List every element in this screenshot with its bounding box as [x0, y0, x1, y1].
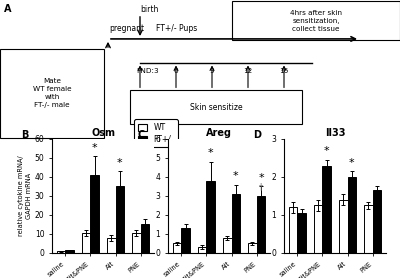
Text: *: * [233, 171, 239, 181]
Text: *: * [258, 173, 264, 183]
Y-axis label: relative cytokine mRNA/
GAPDH mRNA: relative cytokine mRNA/ GAPDH mRNA [18, 156, 32, 236]
Bar [57, 251, 66, 253]
Text: *: * [208, 148, 214, 158]
Bar [107, 238, 116, 253]
Text: 9: 9 [210, 68, 214, 74]
Text: C: C [138, 130, 145, 140]
Bar [314, 205, 322, 253]
Text: Mate
WT female
with
FT-/- male: Mate WT female with FT-/- male [33, 78, 71, 108]
Bar [198, 247, 206, 253]
Bar [116, 187, 124, 253]
Bar [82, 233, 90, 253]
Text: *: * [117, 158, 123, 168]
Text: A: A [4, 4, 12, 14]
Text: †: † [259, 182, 264, 191]
Text: *: * [324, 147, 330, 157]
Text: *: * [92, 143, 98, 153]
Text: 6: 6 [174, 68, 178, 74]
Title: Areg: Areg [206, 128, 232, 138]
Bar [173, 244, 182, 253]
Bar [256, 196, 265, 253]
Bar [298, 213, 306, 253]
Title: Osm: Osm [91, 128, 115, 138]
Text: pregnant: pregnant [109, 24, 144, 33]
Bar [348, 177, 356, 253]
Bar [364, 205, 372, 253]
Text: Skin sensitize: Skin sensitize [190, 103, 242, 111]
Bar [90, 175, 99, 253]
Text: FT+/- Pups: FT+/- Pups [156, 24, 197, 33]
Text: B: B [22, 130, 29, 140]
Text: 16: 16 [279, 68, 289, 74]
Bar [289, 207, 298, 253]
Bar [66, 250, 74, 253]
Bar [232, 194, 240, 253]
Text: birth: birth [140, 5, 158, 14]
Bar [248, 244, 256, 253]
Text: D: D [254, 130, 262, 140]
Text: 12: 12 [243, 68, 253, 74]
FancyBboxPatch shape [232, 1, 400, 40]
Title: Il33: Il33 [325, 128, 345, 138]
Legend: WT, FT+/-: WT, FT+/- [134, 120, 178, 147]
FancyBboxPatch shape [0, 49, 104, 138]
Bar [322, 166, 331, 253]
Bar [182, 228, 190, 253]
Bar [206, 181, 215, 253]
Text: PND:3: PND:3 [136, 68, 159, 74]
Bar [132, 233, 140, 253]
Bar [339, 200, 348, 253]
Bar [372, 190, 381, 253]
Bar [140, 225, 149, 253]
Bar [223, 238, 232, 253]
Text: 4hrs after skin
sensitization,
collect tissue: 4hrs after skin sensitization, collect t… [290, 10, 342, 32]
FancyBboxPatch shape [130, 90, 302, 124]
Text: *: * [349, 158, 355, 168]
